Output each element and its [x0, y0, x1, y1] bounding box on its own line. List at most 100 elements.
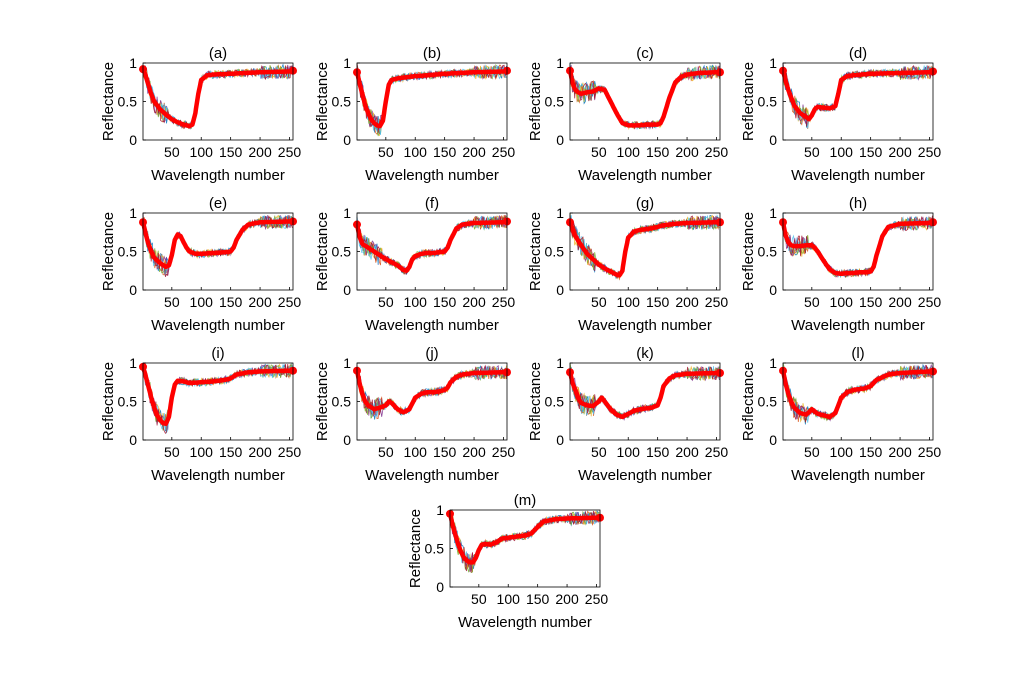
panel-4-ylabel: Reflectance: [100, 212, 117, 291]
panel-1-xtick-label-0: 50: [378, 144, 394, 160]
panel-5-ytick-label-0: 0: [343, 282, 351, 298]
panel-3-xtick-label-3: 200: [888, 144, 912, 160]
panel-7-xtick-label-3: 200: [888, 294, 912, 310]
panel-5-xtick-label-0: 50: [378, 294, 394, 310]
panel-5-xtick-label-4: 250: [492, 294, 516, 310]
panel-3-ytick-label-1: 0.5: [758, 94, 778, 110]
panel-4-xtick-label-2: 150: [219, 294, 243, 310]
panel-2-ytick-label-0: 0: [556, 132, 564, 148]
panel-11-xlabel: Wavelength number: [791, 467, 925, 484]
panel-3-mean-curve: [780, 68, 936, 122]
panel-0-xtick-label-0: 50: [164, 144, 180, 160]
panel-0-title: (a): [209, 45, 227, 62]
panel-12-xtick-label-2: 150: [526, 591, 550, 607]
panel-10-xtick-label-0: 50: [591, 444, 607, 460]
panel-4-xtick-label-0: 50: [164, 294, 180, 310]
panel-8-mean-curve: [140, 364, 296, 427]
panel-11-xtick-label-0: 50: [804, 444, 820, 460]
panel-8-xtick-label-0: 50: [164, 444, 180, 460]
panel-11-ylabel: Reflectance: [740, 362, 757, 441]
panel-7-ytick-label-1: 0.5: [758, 244, 778, 260]
panel-3-ytick-label-0: 0: [769, 132, 777, 148]
panel-11-xtick-label-4: 250: [918, 444, 942, 460]
panel-0-mean-curve: [140, 66, 296, 129]
panel-7-ytick-label-0: 0: [769, 282, 777, 298]
panel-10-title: (k): [636, 345, 654, 362]
panel-12-mean-curve: [447, 511, 603, 565]
panel-11-spectrum-5: [782, 366, 933, 423]
panel-9-ylabel: Reflectance: [314, 362, 331, 441]
panel-1-ytick-label-2: 1: [343, 55, 351, 71]
panel-6-xtick-label-2: 150: [646, 294, 670, 310]
panel-12-xlabel: Wavelength number: [458, 614, 592, 631]
panel-10-xtick-label-3: 200: [675, 444, 699, 460]
panel-3-title: (d): [849, 45, 867, 62]
panel-6-ytick-label-0: 0: [556, 282, 564, 298]
panel-4-mean-curve: [140, 219, 296, 270]
panel-12-ytick-label-2: 1: [436, 502, 444, 518]
panel-4-ytick-label-0: 0: [129, 282, 137, 298]
panel-5-xtick-label-1: 100: [404, 294, 428, 310]
panel-7-ytick-label-2: 1: [769, 205, 777, 221]
panel-5-title: (f): [425, 195, 439, 212]
panel-1-ytick-label-1: 0.5: [332, 94, 352, 110]
panel-9-xlabel: Wavelength number: [365, 467, 499, 484]
panel-3: 50 100 150 200 250 0 0.5 1 (d) Wavelength number R…: [740, 45, 941, 184]
panel-6-title: (g): [636, 195, 654, 212]
panel-4: 50 100 150 200 250 0 0.5 1 (e) Wavelength number R…: [100, 195, 301, 334]
panel-1-ylabel: Reflectance: [314, 62, 331, 141]
panel-5-xtick-label-2: 150: [433, 294, 457, 310]
panel-2-mean-curve: [567, 68, 723, 128]
panel-12: 50 100 150 200 250 0 0.5 1 (m) Wavelength number R…: [407, 492, 608, 631]
panel-6-ylabel: Reflectance: [527, 212, 544, 291]
panel-7-xtick-label-1: 100: [830, 294, 854, 310]
panel-9-ytick-label-2: 1: [343, 355, 351, 371]
panel-9-xtick-label-0: 50: [378, 444, 394, 460]
panel-12-xtick-label-3: 200: [555, 591, 579, 607]
panel-0-xlabel: Wavelength number: [151, 167, 285, 184]
panel-8: 50 100 150 200 250 0 0.5 1 (i) Wavelength number R…: [100, 345, 301, 484]
panel-0-ylabel: Reflectance: [100, 62, 117, 141]
panel-0-ytick-label-1: 0.5: [118, 94, 138, 110]
panel-9: 50 100 150 200 250 0 0.5 1 (j) Wavelength number R…: [314, 345, 515, 484]
panel-0: 50 100 150 200 250 0 0.5 1 (a) Wavelength number R…: [100, 45, 301, 184]
panel-5-spectrum-0: [356, 216, 507, 275]
panel-7-xtick-label-0: 50: [804, 294, 820, 310]
panel-12-xtick-label-0: 50: [471, 591, 487, 607]
panel-11-xtick-label-1: 100: [830, 444, 854, 460]
panel-5-ytick-label-2: 1: [343, 205, 351, 221]
panel-8-ytick-label-2: 1: [129, 355, 137, 371]
panel-10-xtick-label-4: 250: [705, 444, 729, 460]
panel-9-ytick-label-0: 0: [343, 432, 351, 448]
panel-11-ytick-label-1: 0.5: [758, 394, 778, 410]
panel-11-title: (l): [851, 345, 864, 362]
panel-6-xtick-label-0: 50: [591, 294, 607, 310]
panel-12-ytick-label-0: 0: [436, 579, 444, 595]
panel-2-ytick-label-1: 0.5: [545, 94, 565, 110]
panel-12-xtick-label-1: 100: [497, 591, 521, 607]
panel-11-xtick-label-3: 200: [888, 444, 912, 460]
panel-5-spectrum-5: [356, 215, 507, 275]
panel-12-xtick-label-4: 250: [585, 591, 609, 607]
panel-7-mean-curve: [780, 219, 936, 277]
panel-8-xtick-label-2: 150: [219, 444, 243, 460]
panel-3-xtick-label-1: 100: [830, 144, 854, 160]
panel-5-xtick-label-3: 200: [462, 294, 486, 310]
panel-11-ytick-label-0: 0: [769, 432, 777, 448]
panel-10-xtick-label-2: 150: [646, 444, 670, 460]
panel-3-ytick-label-2: 1: [769, 55, 777, 71]
panel-0-xtick-label-1: 100: [190, 144, 214, 160]
panel-9-title: (j): [425, 345, 438, 362]
panel-2-xtick-label-0: 50: [591, 144, 607, 160]
panel-0-xtick-label-4: 250: [278, 144, 302, 160]
panel-10-ylabel: Reflectance: [527, 362, 544, 441]
panel-10: 50 100 150 200 250 0 0.5 1 (k) Wavelength number R…: [527, 345, 728, 484]
panel-2-xtick-label-2: 150: [646, 144, 670, 160]
panel-6-mean-curve: [567, 219, 723, 278]
panel-4-ytick-label-2: 1: [129, 205, 137, 221]
panel-6-xtick-label-3: 200: [675, 294, 699, 310]
panel-12-title: (m): [514, 492, 537, 509]
panel-7-xlabel: Wavelength number: [791, 317, 925, 334]
panel-4-xtick-label-1: 100: [190, 294, 214, 310]
